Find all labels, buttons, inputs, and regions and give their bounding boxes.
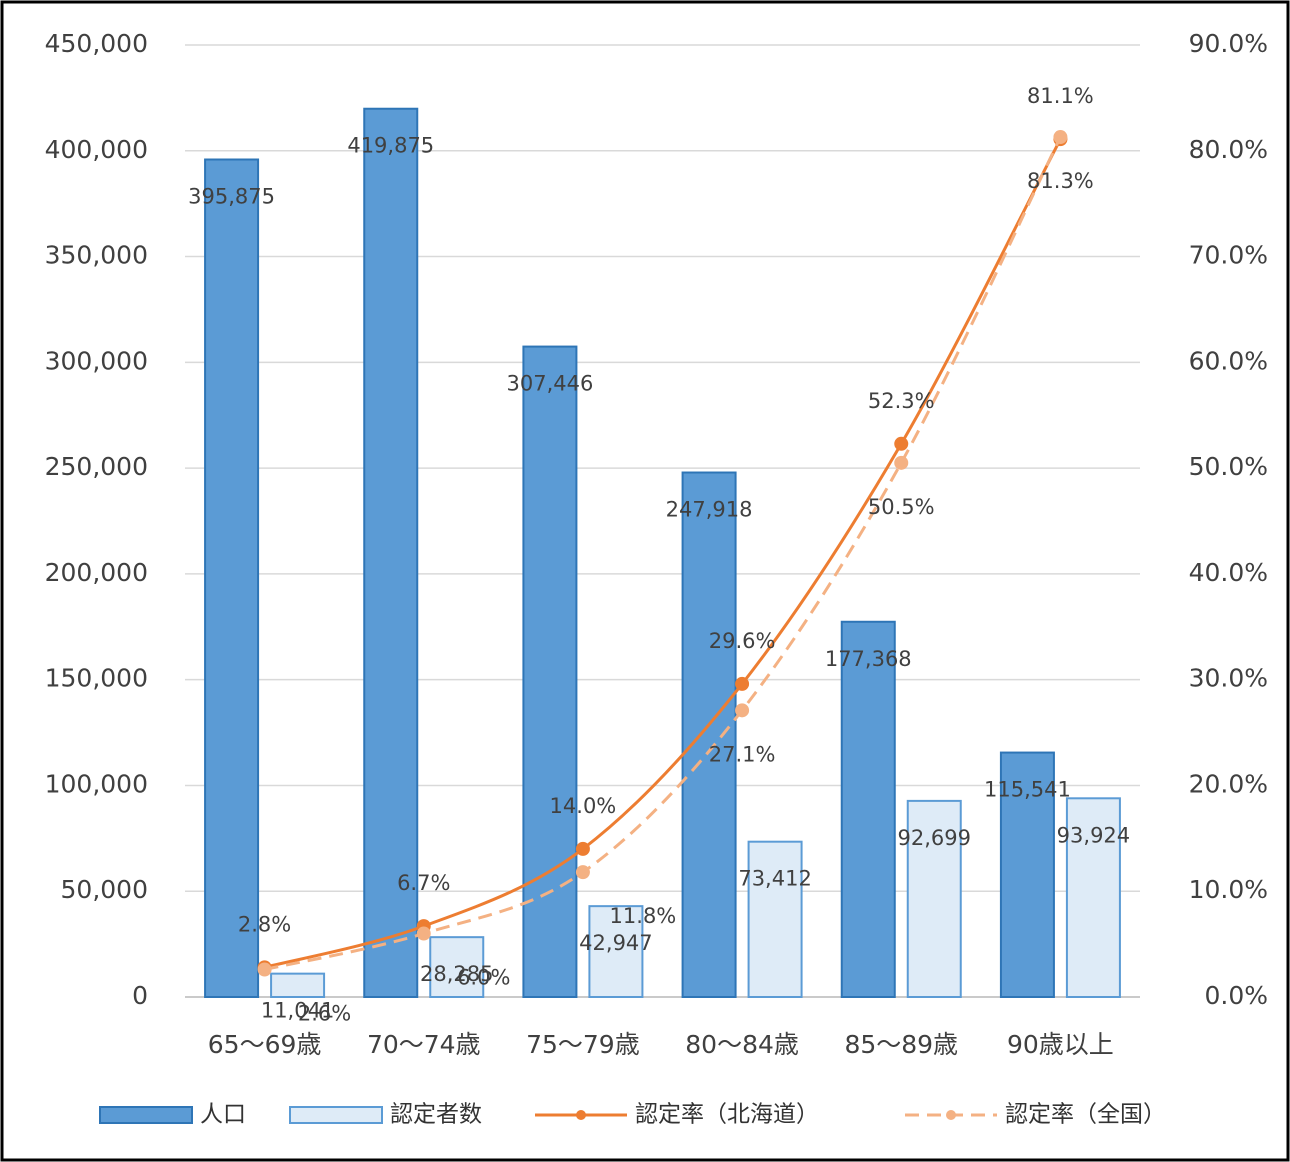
y-tick-label: 450,000 (45, 29, 148, 58)
bar (747, 840, 803, 998)
data-label: 50.5% (868, 495, 935, 519)
bar (840, 620, 896, 998)
y-tick-label: 200,000 (45, 558, 148, 587)
bar (1065, 797, 1121, 999)
data-label: 115,541 (984, 778, 1071, 802)
legend-label: 認定率（全国） (1005, 1102, 1166, 1128)
bar (270, 972, 326, 998)
x-tick-label: 75～79歳 (526, 1030, 640, 1059)
data-label: 73,412 (738, 867, 811, 891)
y2-tick-label: 40.0% (1189, 558, 1268, 587)
data-label: 177,368 (825, 647, 912, 671)
legend-swatch (576, 1110, 586, 1120)
y-tick-label: 250,000 (45, 452, 148, 481)
data-label: 6.0% (457, 966, 510, 990)
data-label: 11,041 (261, 999, 334, 1023)
line-point (894, 455, 909, 470)
y2-tick-label: 50.0% (1189, 452, 1268, 481)
bar (429, 936, 485, 998)
y-tick-label: 400,000 (45, 135, 148, 164)
data-label: 93,924 (1057, 823, 1130, 847)
line-point (575, 841, 590, 856)
x-tick-label: 90歳以上 (1007, 1030, 1114, 1059)
bar (204, 158, 260, 998)
y2-tick-label: 60.0% (1189, 346, 1268, 375)
bar (363, 107, 419, 998)
legend-label: 認定者数 (390, 1102, 482, 1128)
line-point (894, 436, 909, 451)
legend-label: 認定率（北海道） (635, 1102, 819, 1128)
data-label: 81.3% (1027, 169, 1094, 193)
data-label: 14.0% (550, 794, 617, 818)
data-label: 419,875 (347, 134, 434, 158)
data-label: 27.1% (709, 742, 776, 766)
y-tick-label: 0 (132, 981, 148, 1010)
data-label: 81.1% (1027, 84, 1094, 108)
x-tick-label: 80～84歳 (685, 1030, 799, 1059)
bar (999, 751, 1055, 998)
line-point (416, 926, 431, 941)
legend-swatch (99, 1106, 193, 1124)
y-tick-label: 50,000 (61, 875, 148, 904)
x-tick-label: 70～74歳 (367, 1030, 481, 1059)
data-label: 52.3% (868, 389, 935, 413)
data-label: 2.6% (298, 1001, 351, 1025)
data-label: 395,875 (188, 185, 275, 209)
y2-tick-label: 10.0% (1189, 875, 1268, 904)
y2-tick-label: 30.0% (1189, 664, 1268, 693)
line-point (257, 962, 272, 977)
line-point (1053, 130, 1068, 145)
data-label: 42,947 (579, 931, 652, 955)
line-point (575, 865, 590, 880)
data-label: 92,699 (898, 826, 971, 850)
bar (681, 471, 737, 998)
x-tick-label: 85～89歳 (844, 1030, 958, 1059)
y2-tick-label: 0.0% (1204, 981, 1268, 1010)
legend-swatch (946, 1110, 956, 1120)
data-label: 2.8% (238, 912, 291, 936)
y-tick-label: 300,000 (45, 346, 148, 375)
y2-tick-label: 20.0% (1189, 769, 1268, 798)
bar (522, 345, 578, 998)
data-label: 28,285 (420, 962, 493, 986)
y2-tick-label: 90.0% (1189, 29, 1268, 58)
y-tick-label: 150,000 (45, 664, 148, 693)
line-point (735, 676, 750, 691)
y-tick-label: 100,000 (45, 769, 148, 798)
line-point (735, 703, 750, 718)
legend-swatch (289, 1106, 383, 1124)
data-label: 307,446 (506, 372, 593, 396)
x-tick-label: 65～69歳 (208, 1030, 322, 1059)
y2-tick-label: 70.0% (1189, 241, 1268, 270)
y2-tick-label: 80.0% (1189, 135, 1268, 164)
data-label: 29.6% (709, 629, 776, 653)
legend-label: 人口 (200, 1102, 246, 1128)
data-label: 6.7% (397, 871, 450, 895)
bar (588, 905, 644, 999)
bar (906, 799, 962, 999)
y-tick-label: 350,000 (45, 241, 148, 270)
data-label: 11.8% (610, 904, 677, 928)
data-label: 247,918 (666, 498, 753, 522)
